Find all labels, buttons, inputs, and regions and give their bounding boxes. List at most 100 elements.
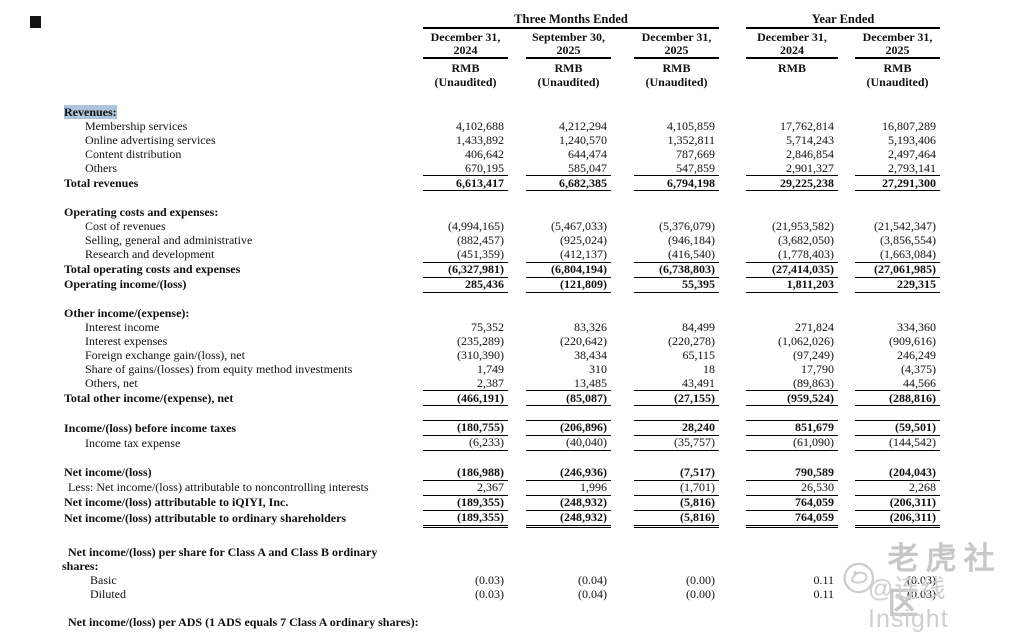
value-cell xyxy=(746,545,838,574)
cell xyxy=(508,220,526,234)
value-cell: 55,395 xyxy=(634,277,720,293)
value-cell xyxy=(526,307,611,321)
cell xyxy=(719,495,746,510)
table-row: Net income/(loss) attributable to ordina… xyxy=(0,510,1022,528)
value-cell: (206,311) xyxy=(855,510,941,528)
cell xyxy=(719,277,746,292)
value-cell: (121,809) xyxy=(526,277,611,293)
cursor-artifact xyxy=(30,16,41,28)
table-row: Foreign exchange gain/(loss), net (310,39… xyxy=(0,347,1022,363)
cell xyxy=(611,391,634,406)
col-header-currency: RMB (Unaudited) xyxy=(866,61,929,89)
value-cell xyxy=(855,616,940,630)
cell xyxy=(940,307,1022,321)
value-cell: (959,524) xyxy=(746,391,839,407)
col-group-year: Year Ended xyxy=(746,12,941,29)
value-cell: (189,355) xyxy=(423,510,508,528)
cell xyxy=(611,206,634,220)
cell xyxy=(508,510,526,526)
cell xyxy=(838,176,855,191)
cell xyxy=(508,234,526,248)
value-cell: (6,327,981) xyxy=(423,262,508,278)
cell xyxy=(838,234,855,248)
cell xyxy=(719,321,746,335)
cell xyxy=(508,162,526,176)
row-label: Basic xyxy=(90,573,117,588)
cell xyxy=(611,106,634,120)
value-cell xyxy=(526,545,611,574)
table-row: Operating income/(loss) 285,436 (121,809) 5… xyxy=(0,277,1022,293)
row-label: Revenues: xyxy=(0,104,423,120)
value-cell: (180,755) xyxy=(423,420,508,437)
cell xyxy=(611,421,634,436)
table-row: Interest expenses (235,289) (220,642) (220,… xyxy=(0,333,1022,349)
cell xyxy=(940,510,1022,526)
spacer-row xyxy=(0,92,1022,106)
value-cell: (0.03) xyxy=(907,573,937,588)
cell xyxy=(940,58,1022,92)
cell xyxy=(508,421,526,436)
value-cell: (248,932) xyxy=(526,510,611,528)
cell xyxy=(719,58,746,92)
cell xyxy=(508,480,526,495)
row-label: Total operating costs and expenses xyxy=(64,262,241,277)
cell xyxy=(508,495,526,510)
cell xyxy=(940,220,1022,234)
value-cell: (412,137) xyxy=(526,247,611,263)
value-cell: 246,249 xyxy=(897,347,937,362)
value-cell: 5,193,406 xyxy=(888,132,937,147)
value-cell: (27,155) xyxy=(634,391,720,407)
cell xyxy=(508,58,526,92)
value-cell xyxy=(855,307,940,321)
cell xyxy=(508,363,526,377)
cell xyxy=(838,28,855,58)
cell xyxy=(838,495,855,510)
cell xyxy=(838,616,855,630)
row-label: Online advertising services xyxy=(85,132,216,147)
cell xyxy=(611,220,634,234)
value-cell: 229,315 xyxy=(855,277,941,293)
table-row: Online advertising services 1,433,892 1,24… xyxy=(0,132,1022,148)
row-label: Operating income/(loss) xyxy=(64,277,187,292)
value-cell: 6,613,417 xyxy=(423,176,508,192)
cell xyxy=(719,206,746,220)
table-row: Total other income/(expense), net (466,19… xyxy=(0,391,1022,407)
row-label: Research and development xyxy=(85,247,215,262)
value-cell: (5,816) xyxy=(634,510,720,528)
cell xyxy=(719,234,746,248)
cell xyxy=(719,120,746,134)
row-label: Content distribution xyxy=(85,146,182,161)
cell xyxy=(940,349,1022,363)
table-row: Net income/(loss) per share for Class A … xyxy=(0,545,1022,574)
value-cell: (35,757) xyxy=(634,436,720,452)
value-cell: (248,932) xyxy=(526,495,611,511)
value-cell: (235,289) xyxy=(457,333,504,348)
value-cell: (204,043) xyxy=(855,465,941,481)
cell xyxy=(940,465,1022,480)
row-label: Net income/(loss) attributable to iQIYI,… xyxy=(64,495,289,510)
cell xyxy=(611,377,634,391)
cell xyxy=(838,363,855,377)
value-cell: 13,485 xyxy=(526,376,611,392)
cell xyxy=(611,545,634,574)
row-label: Interest expenses xyxy=(85,333,168,348)
cell xyxy=(719,307,746,321)
value-cell: 18 xyxy=(703,361,716,376)
table-row: Others, net 2,387 13,485 43,491 (89,863) 44,5… xyxy=(0,376,1022,392)
cell xyxy=(719,28,746,58)
value-cell: (0.00) xyxy=(686,573,716,588)
cell xyxy=(611,162,634,176)
cell xyxy=(508,277,526,292)
cell xyxy=(838,377,855,391)
cell xyxy=(838,120,855,134)
cell xyxy=(719,349,746,363)
cell xyxy=(719,134,746,148)
cell xyxy=(838,262,855,277)
cell xyxy=(719,262,746,277)
value-cell: (1,062,026) xyxy=(778,333,835,348)
value-cell: 271,824 xyxy=(795,319,835,334)
value-cell xyxy=(423,106,508,120)
value-cell xyxy=(746,616,838,630)
value-cell: 75,352 xyxy=(471,319,504,334)
cell xyxy=(611,307,634,321)
